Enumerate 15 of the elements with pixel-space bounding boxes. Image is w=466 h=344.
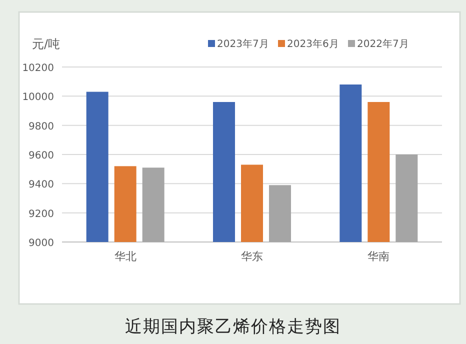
y-tick-label: 9200 <box>28 208 54 220</box>
legend-label: 2023年6月 <box>287 38 339 50</box>
text: 近期国内聚乙烯价格走势图 <box>125 317 341 337</box>
x-tick-label: 华南 <box>368 250 390 263</box>
y-tick-label: 10200 <box>22 63 54 74</box>
y-tick-label: 9400 <box>28 180 54 191</box>
y-tick-label: 10000 <box>22 92 54 104</box>
x-tick-label: 华北 <box>114 250 136 263</box>
y-axis-title: 元/吨 <box>32 37 60 51</box>
x-tick-label: 华东 <box>241 250 263 263</box>
y-tick-label: 9600 <box>28 150 54 162</box>
y-tick-label: 9000 <box>28 238 54 249</box>
legend-label: 2022年7月 <box>357 38 409 50</box>
legend-label: 2023年7月 <box>217 38 269 50</box>
y-tick-label: 9800 <box>28 121 54 132</box>
